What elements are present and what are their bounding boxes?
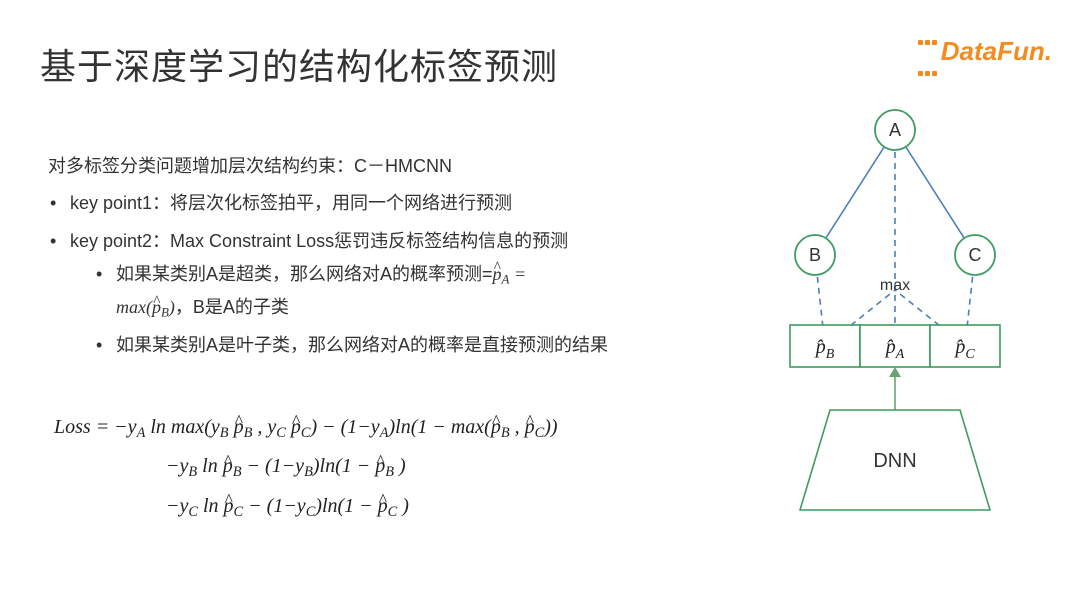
loss-line-3: −yC ln pC − (1−yC)ln(1 − pC )	[54, 487, 558, 526]
page-title: 基于深度学习的结构化标签预测	[40, 38, 558, 90]
logo-dot: .	[1045, 36, 1052, 66]
inline-maxpB: max(pB)	[116, 297, 175, 317]
logo-ata: ata	[960, 36, 998, 66]
intro-line: 对多标签分类问题增加层次结构约束：C－HMCNN	[48, 150, 708, 183]
subpoint-1a: 如果某类别A是超类，那么网络对A的概率预测=	[116, 264, 493, 284]
subpoint-2: 如果某类别A是叶子类，那么网络对A的概率是直接预测的结果	[116, 329, 708, 362]
svg-text:C: C	[969, 245, 982, 265]
brand-logo: DataFun.	[917, 22, 1052, 84]
loss-line-2: −yB ln pB − (1−yB)ln(1 − pB )	[54, 447, 558, 486]
slide: 基于深度学习的结构化标签预测 DataFun. 对多标签分类问题增加层次结构约束…	[0, 0, 1080, 608]
keypoint-2: key point2：Max Constraint Loss惩罚违反标签结构信息…	[70, 225, 708, 363]
svg-text:max: max	[880, 277, 910, 294]
logo-d: D	[941, 36, 960, 66]
body-text: 对多标签分类问题增加层次结构约束：C－HMCNN key point1：将层次化…	[48, 150, 708, 366]
svg-text:A: A	[889, 120, 901, 140]
svg-text:DNN: DNN	[873, 450, 916, 472]
keypoint-2-text: key point2：Max Constraint Loss惩罚违反标签结构信息…	[70, 231, 568, 251]
logo-dots-icon	[917, 22, 938, 84]
inline-phatA: pA =	[493, 264, 527, 284]
keypoint-1: key point1：将层次化标签拍平，用同一个网络进行预测	[70, 187, 708, 220]
tree-diagram: ABCmaxp̂Bp̂Ap̂CDNN	[735, 90, 1055, 530]
subpoint-1: 如果某类别A是超类，那么网络对A的概率预测=pA = max(pB)，B是A的子…	[116, 258, 708, 325]
subpoint-1b: ，B是A的子类	[175, 297, 289, 317]
loss-formula: Loss = −yA ln max(yB pB , yC pC) − (1−yA…	[54, 408, 558, 526]
logo-fun: Fun	[997, 36, 1045, 66]
svg-text:B: B	[809, 245, 821, 265]
loss-line-1: Loss = −yA ln max(yB pB , yC pC) − (1−yA…	[54, 408, 558, 447]
